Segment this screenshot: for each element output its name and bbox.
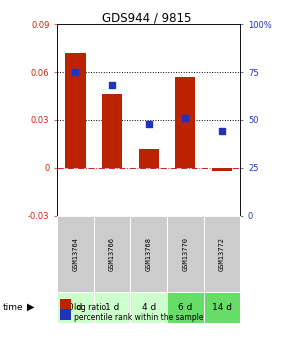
Point	[146, 121, 151, 127]
Bar	[167, 292, 204, 323]
Bar	[212, 168, 232, 171]
Bar	[204, 216, 240, 292]
Text: log ratio: log ratio	[74, 303, 106, 312]
Bar	[130, 216, 167, 292]
Bar	[175, 77, 195, 168]
Text: GSM13772: GSM13772	[219, 237, 225, 270]
Text: 4 d: 4 d	[142, 303, 156, 312]
Bar	[139, 149, 159, 168]
Point	[110, 83, 114, 88]
Text: GSM13770: GSM13770	[182, 237, 188, 270]
Text: 6 d: 6 d	[178, 303, 193, 312]
Text: GDS944 / 9815: GDS944 / 9815	[102, 11, 191, 24]
Text: percentile rank within the sample: percentile rank within the sample	[74, 313, 204, 322]
Bar	[130, 292, 167, 323]
Bar	[94, 292, 130, 323]
Text: GSM13768: GSM13768	[146, 237, 152, 270]
Text: 0 d: 0 d	[68, 303, 83, 312]
Point	[73, 69, 78, 75]
Bar	[94, 216, 130, 292]
Bar	[57, 216, 94, 292]
Text: 1 d: 1 d	[105, 303, 119, 312]
Point	[220, 129, 224, 134]
Bar	[65, 53, 86, 168]
Bar	[102, 94, 122, 168]
Bar	[57, 292, 94, 323]
Point	[183, 115, 188, 121]
Text: GSM13764: GSM13764	[72, 237, 79, 270]
Text: ▶: ▶	[27, 302, 35, 312]
Bar	[167, 216, 204, 292]
Bar	[204, 292, 240, 323]
Text: time: time	[3, 303, 23, 312]
Text: 14 d: 14 d	[212, 303, 232, 312]
Text: GSM13766: GSM13766	[109, 237, 115, 270]
